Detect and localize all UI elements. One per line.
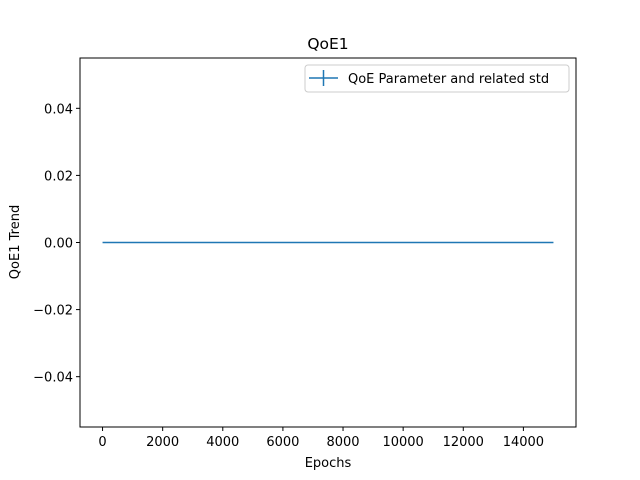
y-tick-label: 0.02 [44,169,73,184]
x-tick-label: 12000 [443,435,484,450]
x-tick-label: 4000 [206,435,239,450]
y-tick-label: 0.04 [44,102,73,117]
legend-box [304,64,570,93]
legend: QoE Parameter and related std [304,64,570,93]
y-tick-label: −0.02 [33,304,73,319]
x-axis: 0 2000 4000 6000 8000 10000 12000 14000 [98,427,544,450]
x-axis-label: Epochs [305,456,352,471]
x-tick-label: 0 [98,435,106,450]
y-tick-label: 0.00 [44,237,73,252]
legend-entry-label: QoE Parameter and related std [348,72,549,87]
y-tick-label: −0.04 [33,371,73,386]
x-tick-label: 10000 [382,435,423,450]
y-axis-label: QoE1 Trend [8,205,23,279]
x-tick-label: 8000 [326,435,359,450]
y-axis: −0.04 −0.02 0.00 0.02 0.04 [33,102,80,386]
chart-title: QoE1 [307,35,348,53]
x-tick-label: 14000 [503,435,544,450]
x-tick-label: 6000 [266,435,299,450]
x-tick-label: 2000 [146,435,179,450]
